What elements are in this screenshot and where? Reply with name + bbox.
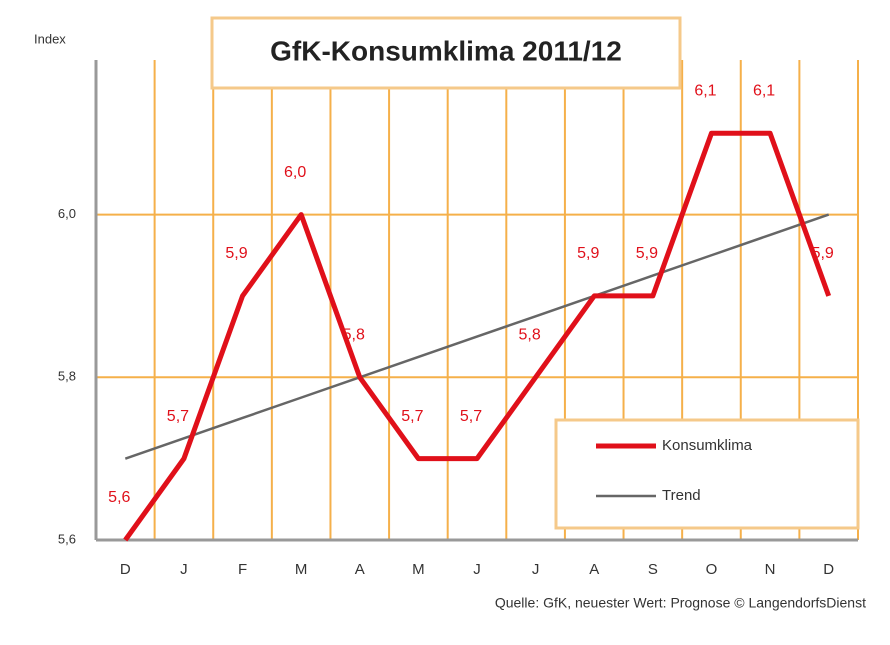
data-label: 5,8 <box>343 327 365 344</box>
x-tick-label: J <box>180 561 188 578</box>
data-label: 5,8 <box>518 327 540 344</box>
title-box <box>210 16 682 90</box>
x-tick-label: D <box>823 561 834 578</box>
data-label: 5,7 <box>460 408 482 425</box>
data-label: 6,1 <box>694 82 716 99</box>
data-label: 6,1 <box>753 82 775 99</box>
y-tick-label: 6,0 <box>58 206 76 221</box>
data-line <box>123 130 832 542</box>
legend-label: Trend <box>662 487 701 504</box>
data-label: 6,0 <box>284 164 306 181</box>
source: Quelle: GfK, neuester Wert: Prognose © L… <box>495 595 866 611</box>
data-label: 5,9 <box>812 245 834 262</box>
data-label: 5,7 <box>401 408 423 425</box>
x-tick-label: M <box>412 561 425 578</box>
x-tick-label: D <box>120 561 131 578</box>
x-tick-label: J <box>532 561 540 578</box>
x-tick-label: N <box>765 561 776 578</box>
x-tick-label: J <box>473 561 481 578</box>
data-label: 5,6 <box>108 489 130 506</box>
legend-box <box>554 418 860 530</box>
y-axis-label: Index <box>34 31 66 46</box>
legend-label: Konsumklima <box>662 437 753 454</box>
y-tick-label: 5,8 <box>58 369 76 384</box>
x-tick-label: A <box>355 561 365 578</box>
data-label: 5,7 <box>167 408 189 425</box>
x-tick-label: A <box>589 561 599 578</box>
x-tick-label: S <box>648 561 658 578</box>
trend-line <box>124 213 830 460</box>
data-label: 5,9 <box>577 245 599 262</box>
data-label: 5,9 <box>225 245 247 262</box>
x-tick-label: O <box>706 561 718 578</box>
x-tick-label: M <box>295 561 308 578</box>
data-label: 5,9 <box>636 245 658 262</box>
chart-title: GfK-Konsumklima 2011/12 <box>270 35 622 66</box>
x-tick-label: F <box>238 561 247 578</box>
y-tick-label: 5,6 <box>58 531 76 546</box>
